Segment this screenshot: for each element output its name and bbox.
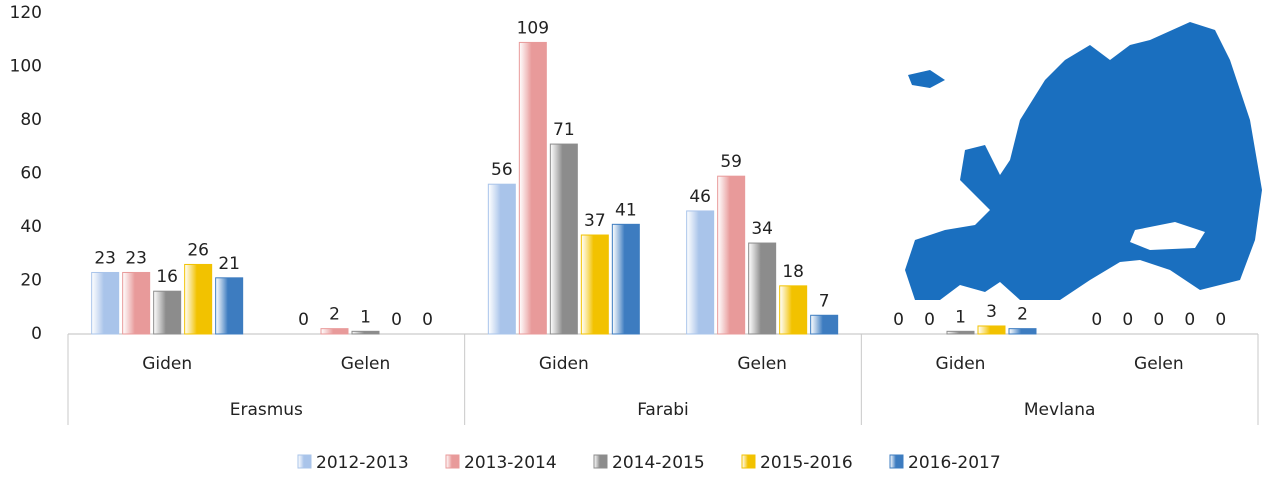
bar (549, 143, 578, 335)
data-label: 46 (689, 187, 711, 207)
legend-swatch (889, 454, 904, 469)
y-tick-label: 60 (20, 164, 42, 184)
legend-label: 2015-2016 (760, 453, 853, 473)
bar (946, 330, 975, 335)
bar (91, 271, 120, 335)
data-label: 0 (298, 310, 309, 330)
data-label: 0 (893, 310, 904, 330)
bar (518, 41, 547, 335)
data-label: 0 (1153, 310, 1164, 330)
bar (320, 328, 349, 335)
bar (153, 290, 182, 335)
data-label: 0 (422, 310, 433, 330)
data-label: 7 (819, 291, 830, 311)
legend-label: 2012-2013 (316, 453, 409, 473)
x-tick-label: Gelen (341, 354, 391, 374)
x-tick-label: Giden (539, 354, 589, 374)
legend-swatch (741, 454, 756, 469)
data-label: 0 (391, 310, 402, 330)
legend-swatch (445, 454, 460, 469)
legend-swatch (297, 454, 312, 469)
legend-label: 2013-2014 (464, 453, 557, 473)
data-label: 23 (94, 248, 116, 268)
data-label: 2 (1017, 305, 1028, 325)
y-tick-label: 0 (31, 324, 42, 344)
data-label: 59 (720, 152, 742, 172)
data-label: 0 (924, 310, 935, 330)
data-label: 56 (491, 160, 513, 180)
europe-map (905, 22, 1262, 300)
data-label: 37 (584, 211, 606, 231)
bar (977, 325, 1006, 335)
bar (1008, 328, 1037, 335)
x-tick-label: Giden (936, 354, 986, 374)
bar (779, 285, 808, 335)
data-label: 0 (1091, 310, 1102, 330)
x-tick-label: Gelen (737, 354, 787, 374)
group-label: Erasmus (230, 400, 303, 420)
bar (487, 183, 516, 335)
data-label: 0 (1184, 310, 1195, 330)
data-label: 34 (751, 219, 773, 239)
data-label: 109 (517, 18, 549, 38)
y-tick-label: 100 (10, 57, 42, 77)
data-label: 21 (218, 254, 240, 274)
data-label: 16 (156, 267, 178, 287)
data-label: 18 (782, 262, 804, 282)
legend-label: 2014-2015 (612, 453, 705, 473)
group-label: Farabi (637, 400, 689, 420)
bar (184, 263, 213, 335)
y-tick-label: 40 (20, 217, 42, 237)
bar (686, 210, 715, 335)
bar (810, 314, 839, 335)
data-label: 71 (553, 120, 575, 140)
bar (351, 330, 380, 335)
legend-label: 2016-2017 (908, 453, 1001, 473)
data-label: 41 (615, 200, 637, 220)
data-label: 2 (329, 305, 340, 325)
x-tick-label: Gelen (1134, 354, 1184, 374)
group-label: Mevlana (1024, 400, 1096, 420)
data-label: 0 (1215, 310, 1226, 330)
data-label: 23 (125, 248, 147, 268)
data-label: 1 (360, 307, 371, 327)
y-tick-label: 80 (20, 110, 42, 130)
bar (122, 271, 151, 335)
x-tick-label: Giden (142, 354, 192, 374)
data-label: 1 (955, 307, 966, 327)
bar (580, 234, 609, 335)
y-tick-label: 20 (20, 271, 42, 291)
legend-swatch (593, 454, 608, 469)
data-label: 26 (187, 240, 209, 260)
bar (611, 223, 640, 335)
y-tick-label: 120 (10, 3, 42, 23)
bar (215, 277, 244, 335)
data-label: 0 (1122, 310, 1133, 330)
data-label: 3 (986, 302, 997, 322)
bar (748, 242, 777, 335)
bar (717, 175, 746, 335)
